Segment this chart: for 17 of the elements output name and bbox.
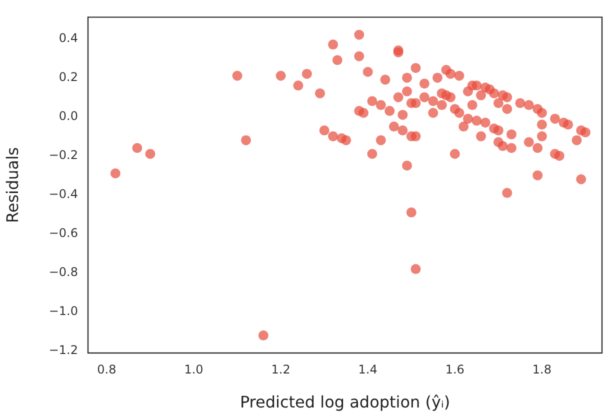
x-axis-title: Predicted log adoption (ŷᵢ) xyxy=(240,392,450,412)
x-tick-label: 1.4 xyxy=(358,362,378,376)
y-tick-label: −1.0 xyxy=(48,304,78,318)
y-tick-label: 0.0 xyxy=(58,108,78,123)
y-tick-label: −1.2 xyxy=(48,343,78,358)
x-tick-label: 0.8 xyxy=(97,362,116,376)
x-tick-label: 1.8 xyxy=(532,362,552,376)
x-tick-label: 1.6 xyxy=(445,362,464,376)
x-tick-label: 1.2 xyxy=(271,362,290,376)
y-tick-label: −0.4 xyxy=(48,186,78,201)
y-tick-label: 0.2 xyxy=(58,70,78,84)
y-tick-label: −0.2 xyxy=(48,148,78,162)
y-tick-label: 0.4 xyxy=(58,30,78,45)
y-axis-title: Residuals xyxy=(2,147,22,224)
y-tick-label: −0.6 xyxy=(48,226,78,240)
y-tick-label: −0.8 xyxy=(48,265,78,280)
x-tick-label: 1.0 xyxy=(184,362,204,376)
